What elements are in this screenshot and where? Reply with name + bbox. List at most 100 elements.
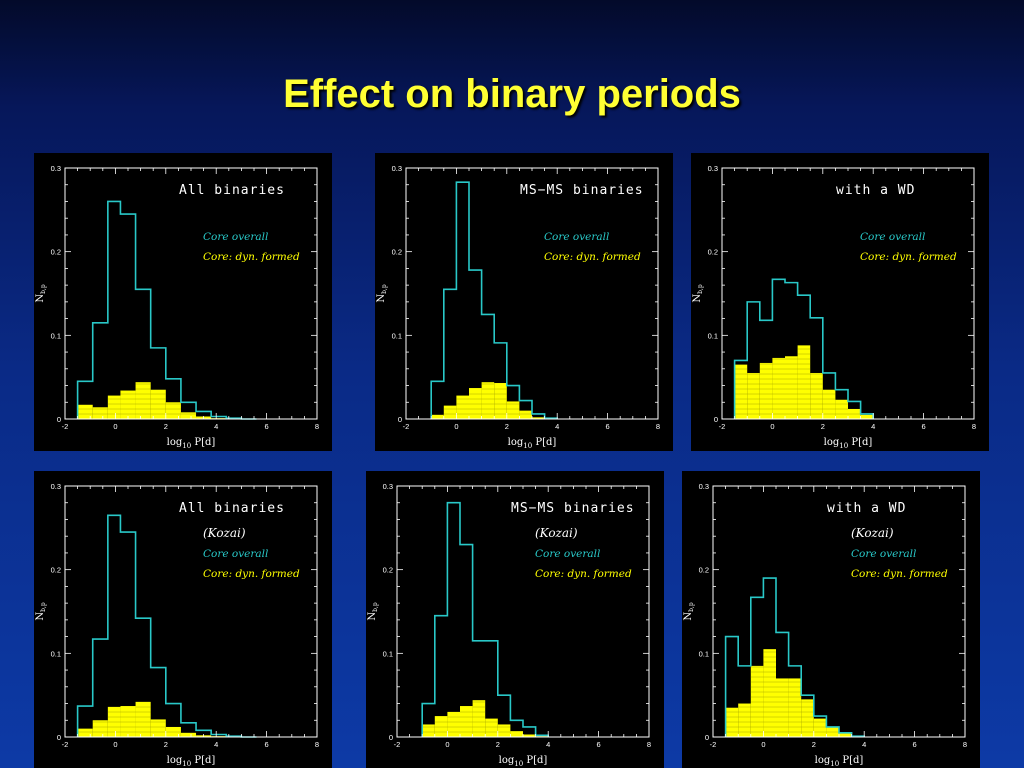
dyn-formed-bar: [497, 724, 511, 737]
y-tick-label: 0.1: [51, 649, 61, 658]
x-tick-label: 2: [505, 422, 509, 431]
core-overall-line: [733, 278, 874, 419]
x-tick-label: -2: [62, 422, 69, 431]
dyn-formed-bar: [750, 665, 764, 737]
dyn-formed-bar: [456, 395, 469, 419]
y-tick-label: 0.2: [392, 248, 402, 257]
x-tick-label: 8: [656, 422, 660, 431]
legend-core-dyn-formed: Core: dyn. formed: [851, 568, 948, 580]
core-overall-line: [76, 514, 257, 738]
dyn-formed-bar: [532, 417, 545, 419]
y-tick-label: 0.3: [51, 164, 61, 173]
x-tick-label: 8: [315, 740, 319, 749]
y-tick-label: 0.1: [51, 331, 61, 340]
dyn-formed-bar: [150, 719, 166, 737]
chart-title: with a WD: [836, 183, 915, 198]
plot-frame: [64, 485, 318, 738]
x-tick-label: 8: [647, 740, 651, 749]
axis-ticks: [721, 167, 975, 420]
dyn-formed-bar: [772, 357, 785, 419]
x-tick-label: 2: [164, 422, 168, 431]
x-tick-label: 4: [214, 422, 218, 431]
legend-core-overall: Core overall: [203, 231, 268, 243]
axis-ticks: [64, 485, 318, 738]
dyn-formed-bar: [788, 678, 802, 737]
x-tick-label: 6: [913, 740, 917, 749]
x-tick-label: 0: [454, 422, 458, 431]
x-tick-label: 0: [113, 740, 117, 749]
dyn-formed-bar: [165, 402, 181, 419]
y-tick-label: 0.2: [51, 248, 61, 257]
axis-ticks: [712, 485, 966, 738]
dyn-formed-bar: [725, 707, 739, 737]
y-tick-label: 0: [57, 415, 61, 424]
x-tick-label: 4: [555, 422, 559, 431]
chart-panel-with-a-wd: -2 0 2 4 6 8 0 0.1 0.2 0.3 log10 P[d] Nb,p with a WD…: [691, 153, 989, 451]
y-tick-label: 0.3: [708, 164, 718, 173]
chart-title: MS−MS binaries: [520, 183, 644, 198]
x-tick-label: 0: [445, 740, 449, 749]
dyn-formed-bar: [763, 649, 776, 737]
x-tick-label: 0: [113, 422, 117, 431]
dyn-formed-bar: [494, 383, 507, 419]
y-axis-label: Nb,p: [376, 284, 388, 302]
x-tick-label: -2: [403, 422, 410, 431]
axis-ticks: [396, 485, 650, 738]
y-tick-label: 0.1: [392, 331, 402, 340]
dyn-formed-hatching: [725, 651, 839, 733]
core-overall-line: [724, 577, 865, 737]
x-tick-label: 4: [214, 740, 218, 749]
y-tick-label: 0.1: [383, 649, 393, 658]
dyn-formed-bar: [759, 362, 773, 419]
chart-panel-all-binaries: -2 0 2 4 6 8 0 0.1 0.2 0.3 log10 P[d] Nb,p All binar…: [34, 153, 332, 451]
chart-title: All binaries: [179, 501, 285, 516]
dyn-formed-bar: [180, 732, 197, 737]
dyn-formed-bar: [747, 372, 760, 419]
x-axis-label: log10 P[d]: [499, 755, 548, 768]
x-tick-label: 2: [164, 740, 168, 749]
y-tick-label: 0.1: [708, 331, 718, 340]
x-tick-label: 6: [265, 422, 269, 431]
y-tick-label: 0: [398, 415, 402, 424]
legend-core-overall: Core overall: [535, 548, 600, 560]
x-tick-label: 6: [597, 740, 601, 749]
x-tick-label: 6: [922, 422, 926, 431]
chart-panel-ms-ms-binaries: -2 0 2 4 6 8 0 0.1 0.2 0.3 log10 P[d] Nb,p MS−MS bin…: [375, 153, 673, 451]
chart-title: with a WD: [827, 501, 906, 516]
x-tick-label: 6: [606, 422, 610, 431]
chart-subtitle: (Kozai): [203, 526, 246, 540]
dyn-formed-bar: [785, 356, 798, 419]
axis-ticks: [405, 167, 659, 420]
dyn-formed-bar: [422, 724, 435, 737]
legend-core-dyn-formed: Core: dyn. formed: [203, 251, 300, 263]
x-tick-label: 8: [963, 740, 967, 749]
y-tick-label: 0: [705, 733, 709, 742]
y-tick-label: 0.2: [51, 566, 61, 575]
chart-title: MS−MS binaries: [511, 501, 635, 516]
x-axis-label: log10 P[d]: [815, 755, 864, 768]
dyn-formed-bar: [810, 372, 823, 419]
core-overall-line: [76, 200, 257, 420]
dyn-formed-bar: [120, 390, 136, 419]
dyn-formed-bar: [797, 345, 811, 419]
x-tick-label: 4: [871, 422, 875, 431]
x-tick-label: 4: [862, 740, 866, 749]
dyn-formed-bar: [443, 405, 457, 419]
y-tick-label: 0.3: [699, 482, 709, 491]
legend-core-dyn-formed: Core: dyn. formed: [860, 251, 957, 263]
x-tick-label: 8: [315, 422, 319, 431]
dyn-formed-hatching: [422, 701, 511, 733]
dyn-formed-bar: [92, 407, 108, 419]
x-tick-label: 6: [265, 740, 269, 749]
dyn-formed-bar: [822, 389, 836, 419]
dyn-formed-bar: [519, 410, 532, 419]
core-overall-line: [430, 181, 558, 419]
y-tick-label: 0.3: [392, 164, 402, 173]
dyn-formed-bar: [835, 399, 848, 419]
legend-core-dyn-formed: Core: dyn. formed: [535, 568, 632, 580]
dyn-formed-bar: [150, 389, 166, 419]
